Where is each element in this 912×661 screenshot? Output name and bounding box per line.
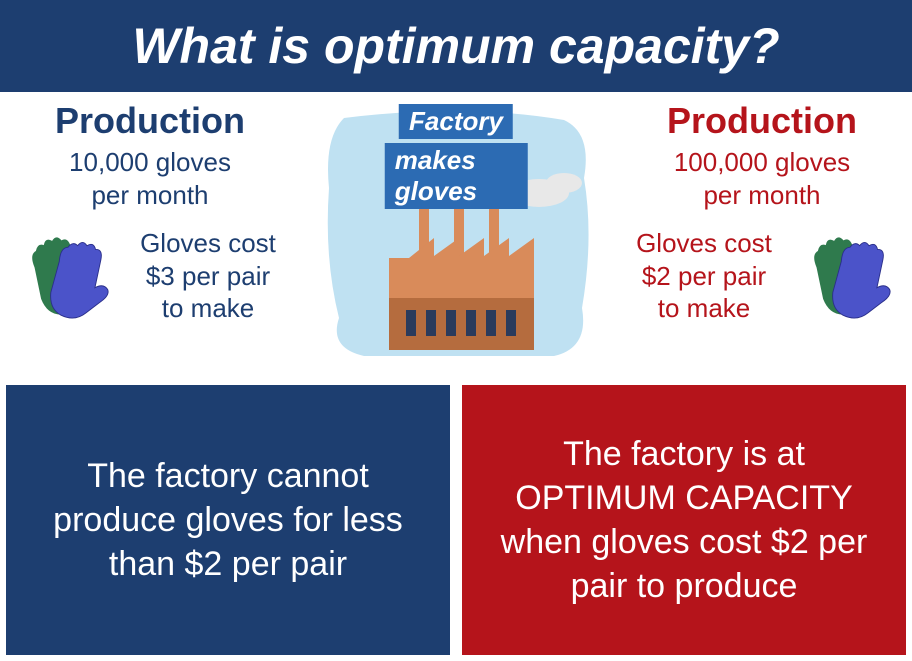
right-column: Production 100,000 gloves per month Glov… bbox=[612, 92, 912, 385]
bottom-right-box: The factory is at OPTIMUM CAPACITY when … bbox=[462, 385, 906, 655]
bottom-left-box: The factory cannot produce gloves for le… bbox=[6, 385, 450, 655]
right-cost-row: Gloves cost $2 per pair to make bbox=[622, 221, 902, 331]
factory-illustration: Factory makes gloves bbox=[314, 98, 599, 363]
gloves-icon bbox=[10, 221, 120, 331]
left-column: Production 10,000 gloves per month Glove… bbox=[0, 92, 300, 385]
gloves-icon bbox=[792, 221, 902, 331]
factory-label-line1: Factory bbox=[399, 104, 513, 139]
middle-section: Production 10,000 gloves per month Glove… bbox=[0, 92, 912, 385]
left-cost-row: Gloves cost $3 per pair to make bbox=[10, 221, 290, 331]
right-rate-line2: per month bbox=[703, 180, 820, 210]
right-cost-line1: Gloves cost bbox=[636, 228, 772, 258]
right-rate: 100,000 gloves per month bbox=[622, 146, 902, 211]
factory-label: Factory makes gloves bbox=[385, 104, 528, 209]
title-bar: What is optimum capacity? bbox=[0, 0, 912, 92]
right-heading: Production bbox=[622, 100, 902, 142]
right-rate-line1: 100,000 gloves bbox=[674, 147, 850, 177]
right-cost-line2: $2 per pair bbox=[642, 261, 766, 291]
left-cost-line1: Gloves cost bbox=[140, 228, 276, 258]
left-heading: Production bbox=[10, 100, 290, 142]
left-rate: 10,000 gloves per month bbox=[10, 146, 290, 211]
bottom-section: The factory cannot produce gloves for le… bbox=[0, 385, 912, 661]
factory-label-line2: makes gloves bbox=[385, 143, 528, 209]
left-cost-line3: to make bbox=[162, 293, 255, 323]
center-column: Factory makes gloves bbox=[300, 92, 612, 385]
right-cost-line3: to make bbox=[658, 293, 751, 323]
left-cost: Gloves cost $3 per pair to make bbox=[126, 227, 290, 325]
right-cost: Gloves cost $2 per pair to make bbox=[622, 227, 786, 325]
left-rate-line1: 10,000 gloves bbox=[69, 147, 231, 177]
left-cost-line2: $3 per pair bbox=[146, 261, 270, 291]
left-rate-line2: per month bbox=[91, 180, 208, 210]
